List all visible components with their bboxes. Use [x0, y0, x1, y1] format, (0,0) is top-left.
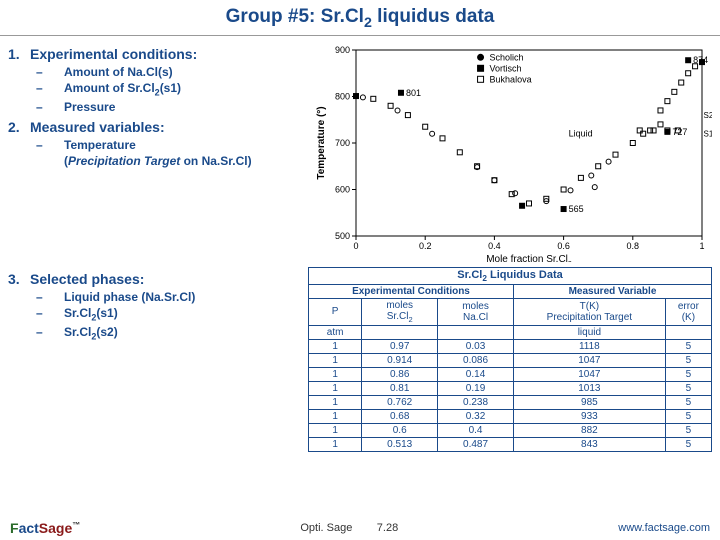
list-item: –Liquid phase (Na.Sr.Cl)	[36, 289, 300, 305]
factsage-logo: FactSage™	[10, 520, 80, 536]
svg-text:700: 700	[335, 138, 350, 148]
list-item: –Amount of Sr.Cl2(s1)	[36, 80, 300, 99]
section-3-num: 3.	[8, 271, 30, 287]
list-item: –Pressure	[36, 99, 300, 115]
left-column-lower: 3. Selected phases: –Liquid phase (Na.Sr…	[8, 267, 308, 452]
footer-page: 7.28	[377, 522, 398, 534]
section-1-num: 1.	[8, 46, 30, 62]
footer-right: www.factsage.com	[618, 522, 710, 534]
section-2-head: 2. Measured variables:	[8, 119, 300, 135]
list-item: –Sr.Cl2(s1)	[36, 305, 300, 324]
svg-text:Vortisch: Vortisch	[490, 63, 522, 73]
svg-text:Mole fraction Sr.Cl2: Mole fraction Sr.Cl2	[486, 254, 572, 262]
svg-text:Bukhalova: Bukhalova	[490, 74, 532, 84]
svg-text:0: 0	[353, 241, 358, 251]
svg-text:0.2: 0.2	[419, 241, 432, 251]
section-2-num: 2.	[8, 119, 30, 135]
left-column: 1. Experimental conditions: –Amount of N…	[8, 42, 308, 265]
svg-text:900: 900	[335, 45, 350, 55]
svg-text:801: 801	[406, 88, 421, 98]
svg-text:S1: S1	[704, 129, 712, 138]
svg-text:874: 874	[693, 55, 708, 65]
svg-text:565: 565	[569, 204, 584, 214]
svg-text:500: 500	[335, 231, 350, 241]
svg-text:800: 800	[335, 91, 350, 101]
lower-row: 3. Selected phases: –Liquid phase (Na.Sr…	[0, 267, 720, 452]
list-item: –Amount of Na.Cl(s)	[36, 64, 300, 80]
slide-title: Group #5: Sr.Cl2 liquidus data	[0, 0, 720, 36]
liquidus-data-table: Sr.Cl2 Liquidus DataExperimental Conditi…	[308, 267, 712, 452]
svg-text:727: 727	[672, 127, 687, 137]
section-3-head: 3. Selected phases:	[8, 271, 300, 287]
upper-row: 1. Experimental conditions: –Amount of N…	[0, 36, 720, 265]
svg-text:Temperature (°): Temperature (°)	[316, 106, 327, 179]
section-3-items: –Liquid phase (Na.Sr.Cl)–Sr.Cl2(s1)–Sr.C…	[36, 289, 300, 342]
section-1-items: –Amount of Na.Cl(s)–Amount of Sr.Cl2(s1)…	[36, 64, 300, 115]
section-1-title: Experimental conditions:	[30, 46, 197, 62]
section-2-title: Measured variables:	[30, 119, 165, 135]
svg-text:1: 1	[699, 241, 704, 251]
footer-center-text: Opti. Sage	[300, 522, 352, 534]
footer-center: Opti. Sage 7.28	[80, 522, 618, 534]
section-2-items: –Temperature(Precipitation Target on Na.…	[36, 137, 300, 169]
svg-text:0.8: 0.8	[627, 241, 640, 251]
svg-text:0.6: 0.6	[557, 241, 570, 251]
svg-text:S2: S2	[704, 111, 712, 120]
svg-text:0.4: 0.4	[488, 241, 501, 251]
svg-text:600: 600	[335, 184, 350, 194]
svg-text:Scholich: Scholich	[490, 52, 524, 62]
chart-container: 500 600 700 800 900 0 0.2 0.4 0.6 0.8 1 Mole fracti…	[308, 42, 712, 265]
list-item: –Temperature(Precipitation Target on Na.…	[36, 137, 300, 169]
liquidus-chart: 500 600 700 800 900 0 0.2 0.4 0.6 0.8 1 Mole fracti…	[308, 42, 712, 262]
footer: FactSage™ Opti. Sage 7.28 www.factsage.c…	[0, 520, 720, 536]
table-container: Sr.Cl2 Liquidus DataExperimental Conditi…	[308, 267, 712, 452]
section-1-head: 1. Experimental conditions:	[8, 46, 300, 62]
section-3-title: Selected phases:	[30, 271, 144, 287]
svg-text:Liquid: Liquid	[569, 128, 593, 138]
list-item: –Sr.Cl2(s2)	[36, 324, 300, 343]
